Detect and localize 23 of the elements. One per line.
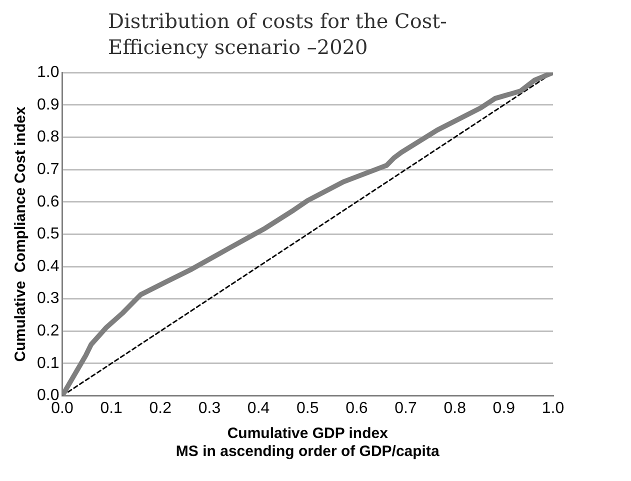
x-tick-label: 0.3	[198, 400, 221, 417]
x-tick-label: 0.5	[296, 400, 319, 417]
x-tick-label: 0.8	[444, 400, 466, 417]
y-tick-label: 0.2	[36, 322, 60, 340]
y-tick-label: 0.5	[36, 226, 60, 243]
x-tick-label: 0.4	[247, 400, 270, 417]
y-tick-label: 0.9	[36, 96, 60, 114]
y-tick-label: 0.7	[36, 160, 60, 178]
x-tick-label: 1.0	[542, 400, 564, 417]
y-tick-label: 0.6	[36, 193, 60, 210]
chart-title: Distribution of costs for the Cost-Efficiency scenario –2020	[108, 8, 448, 60]
y-axis-title: Cumulative Compliance Cost index	[12, 106, 30, 362]
y-tick-label: 0.1	[36, 354, 60, 372]
y-tick-label: 0.3	[36, 290, 60, 308]
y-tick-label: 0.4	[36, 258, 60, 275]
x-tick-label: 0.6	[346, 400, 368, 417]
x-tick-label: 0.2	[149, 400, 172, 417]
x-tick-label: 0.9	[492, 400, 516, 417]
y-tick-label: 1.0	[36, 64, 60, 82]
y-tick-label: 0.8	[36, 128, 60, 146]
x-tick-label: 0.1	[100, 400, 123, 417]
x-axis-title: Cumulative GDP index MS in ascending order of GDP/capita	[176, 425, 440, 460]
x-tick-label: 0.7	[394, 400, 417, 417]
